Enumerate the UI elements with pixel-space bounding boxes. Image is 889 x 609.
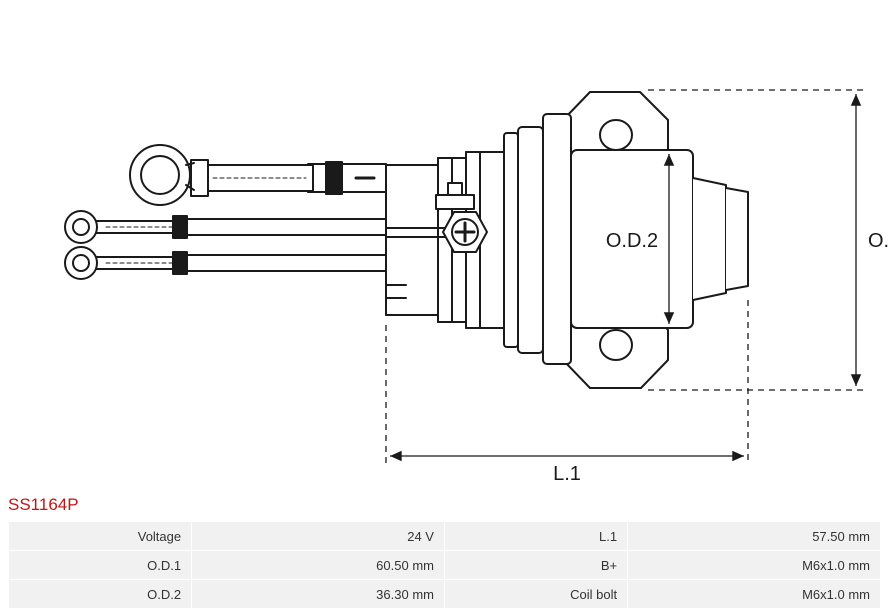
part-number: SS1164P: [8, 495, 881, 515]
spec-value: 57.50 mm: [628, 522, 881, 551]
spec-value: 60.50 mm: [192, 551, 445, 580]
dim-label-l1: L.1: [553, 463, 581, 485]
spec-label: L.1: [444, 522, 627, 551]
spec-label: O.D.1: [9, 551, 192, 580]
spec-value: M6x1.0 mm: [628, 551, 881, 580]
spec-label: Coil bolt: [444, 580, 627, 609]
spec-value: M6x1.0 mm: [628, 580, 881, 609]
table-row: O.D.2 36.30 mm Coil bolt M6x1.0 mm: [9, 580, 881, 609]
spec-value: 24 V: [192, 522, 445, 551]
spec-label: Voltage: [9, 522, 192, 551]
spec-label: O.D.2: [9, 580, 192, 609]
dim-label-od2: O.D.2: [606, 230, 658, 252]
table-row: Voltage 24 V L.1 57.50 mm: [9, 522, 881, 551]
spec-table: Voltage 24 V L.1 57.50 mm O.D.1 60.50 mm…: [8, 521, 881, 609]
dim-label-od1: O.D.1: [868, 230, 889, 252]
spec-label: B+: [444, 551, 627, 580]
table-row: O.D.1 60.50 mm B+ M6x1.0 mm: [9, 551, 881, 580]
technical-drawing: L.1 O.D.1 O.D.2: [8, 0, 881, 495]
spec-value: 36.30 mm: [192, 580, 445, 609]
